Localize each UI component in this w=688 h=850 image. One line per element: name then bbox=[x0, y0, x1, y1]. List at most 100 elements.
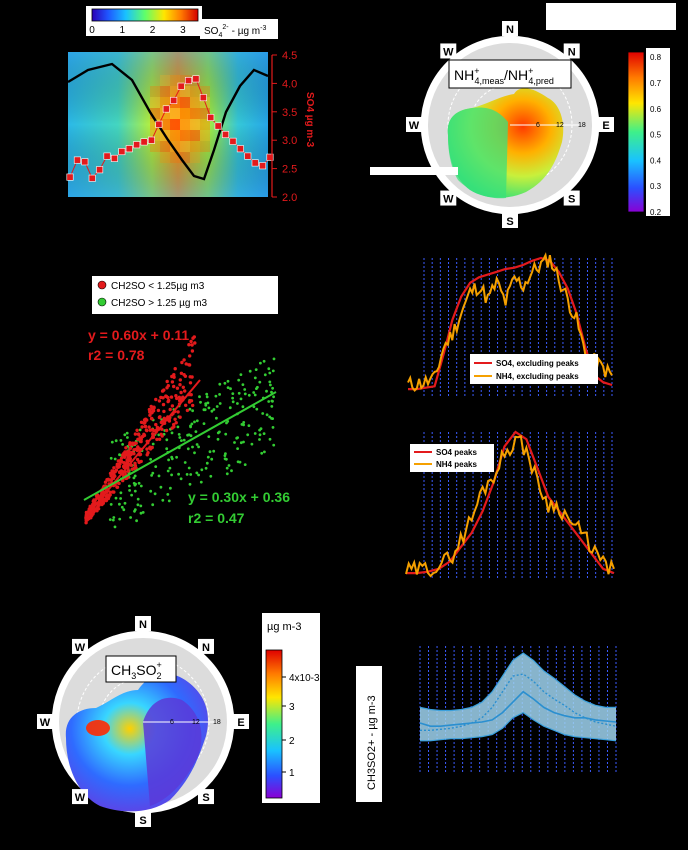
scatter-point-red bbox=[158, 415, 162, 419]
scatter-point-red bbox=[174, 421, 178, 425]
scatter-point-green bbox=[179, 477, 183, 481]
direction-label: W bbox=[75, 792, 86, 804]
direction-label: W bbox=[443, 46, 454, 58]
fit-r2-red: r2 = 0.78 bbox=[88, 347, 145, 363]
so4-point bbox=[185, 77, 193, 85]
panel-ch3so2-diurnal: CH3SO2+ - µg m-3 bbox=[356, 646, 617, 802]
so4-point bbox=[207, 113, 215, 121]
colorbar-tick-label: 0.5 bbox=[650, 131, 662, 140]
legend-label-nh4-peaks: NH4 peaks bbox=[436, 460, 477, 469]
nh4-peaks-line bbox=[405, 434, 615, 578]
scatter-point-green bbox=[185, 473, 189, 476]
scatter-point-red bbox=[162, 388, 166, 392]
radial-tick-12: 12 bbox=[192, 719, 200, 726]
scatter-point-red bbox=[172, 384, 176, 389]
scatter-point-red bbox=[160, 427, 164, 431]
scatter-point-green bbox=[118, 517, 122, 521]
right-axis-tick-label: 3.5 bbox=[282, 107, 297, 119]
scatter-point-red bbox=[178, 415, 182, 419]
scatter-point-red bbox=[96, 507, 101, 511]
scatter-point-red bbox=[139, 439, 143, 444]
scatter-point-green bbox=[230, 469, 233, 473]
direction-label-box bbox=[197, 638, 214, 654]
scatter-point-red bbox=[164, 394, 169, 399]
ch3so2-median bbox=[419, 690, 617, 727]
scatter-point-green bbox=[236, 460, 240, 464]
scatter-point-green bbox=[239, 397, 243, 401]
colorbar-tick-label: 0.3 bbox=[650, 182, 662, 191]
scatter-point-green bbox=[161, 498, 165, 502]
heatmap-cell bbox=[190, 86, 200, 97]
scatter-point-red bbox=[162, 409, 166, 414]
scatter-point-red bbox=[176, 410, 180, 414]
scatter-point-green bbox=[205, 392, 209, 396]
scatter-point-green bbox=[247, 424, 251, 427]
scatter-point-red bbox=[177, 398, 182, 403]
direction-label-box bbox=[72, 789, 89, 805]
scatter-point-red bbox=[131, 441, 135, 445]
so4-point bbox=[192, 75, 200, 83]
scatter-point-green bbox=[193, 451, 196, 455]
heatmap-cell bbox=[150, 130, 160, 141]
heatmap-cell bbox=[180, 152, 190, 163]
scatter-point-green bbox=[268, 437, 272, 441]
scatter-point-green bbox=[197, 445, 201, 449]
heatmap-cell bbox=[190, 108, 200, 119]
scatter-point-red bbox=[166, 384, 170, 388]
scatter-point-green bbox=[258, 438, 261, 441]
direction-label-box bbox=[37, 714, 53, 729]
scatter-point-green bbox=[218, 382, 222, 386]
scatter-point-green bbox=[195, 443, 199, 446]
colorbar-ticks: 0 1 2 3 bbox=[89, 25, 186, 36]
scatter-point-green bbox=[265, 389, 268, 393]
scatter-point-red bbox=[140, 425, 144, 429]
heatmap-cell bbox=[150, 141, 160, 152]
scatter-point-red bbox=[178, 383, 182, 387]
heatmap-cell bbox=[150, 97, 160, 108]
scatter-point-green bbox=[246, 433, 250, 437]
scatter-point-red bbox=[143, 424, 148, 429]
scatter-point-green bbox=[188, 407, 192, 411]
scatter-point-red bbox=[139, 420, 144, 424]
scatter-point-red bbox=[111, 469, 115, 473]
scatter-point-red bbox=[169, 395, 174, 399]
scatter-point-green bbox=[269, 383, 272, 387]
scatter-point-green bbox=[204, 466, 208, 470]
scatter-point-red bbox=[95, 493, 99, 498]
scatter-point-red bbox=[121, 453, 125, 457]
scatter-point-green bbox=[118, 453, 121, 457]
heatmap-cell bbox=[180, 97, 190, 108]
scatter-point-green bbox=[200, 468, 204, 472]
direction-label-box bbox=[563, 43, 580, 59]
direction-label-box bbox=[563, 190, 580, 206]
scatter-point-red bbox=[173, 367, 177, 371]
scatter-point-green bbox=[272, 443, 276, 447]
scatter-point-red bbox=[150, 428, 154, 432]
legend-label-red: CH2SO < 1.25µg m3 bbox=[111, 281, 205, 292]
scatter-point-red bbox=[180, 360, 184, 365]
direction-label: W bbox=[75, 642, 86, 654]
legend-peaks bbox=[410, 444, 494, 472]
heatmap-cell bbox=[160, 86, 170, 97]
scatter-point-green bbox=[151, 503, 155, 507]
scatter-point-green bbox=[243, 463, 247, 466]
scatter-point-green bbox=[206, 401, 210, 405]
scatter-point-green bbox=[231, 400, 235, 404]
scatter-point-red bbox=[114, 468, 119, 472]
scatter-point-red bbox=[165, 379, 169, 384]
scatter-point-green bbox=[258, 380, 262, 384]
scatter-point-green bbox=[133, 489, 137, 493]
so4-series bbox=[66, 75, 274, 182]
heatmap-cell bbox=[160, 152, 170, 163]
scatter-point-green bbox=[206, 455, 210, 459]
scatter-point-green bbox=[259, 361, 262, 365]
direction-label: N bbox=[202, 642, 210, 654]
so4-point bbox=[177, 82, 185, 90]
heatmap-cell bbox=[190, 119, 200, 130]
scatter-point-red bbox=[159, 432, 163, 436]
scatter-point-green bbox=[218, 402, 222, 405]
colorbar-tick-label: 3 bbox=[289, 702, 295, 713]
radial-tick-6: 6 bbox=[170, 719, 174, 726]
panel-polar-ch3so2: 6 12 18 CH3SO2+ N E S W N S W W µg m-3 4x10-3 3 2… bbox=[37, 613, 320, 827]
